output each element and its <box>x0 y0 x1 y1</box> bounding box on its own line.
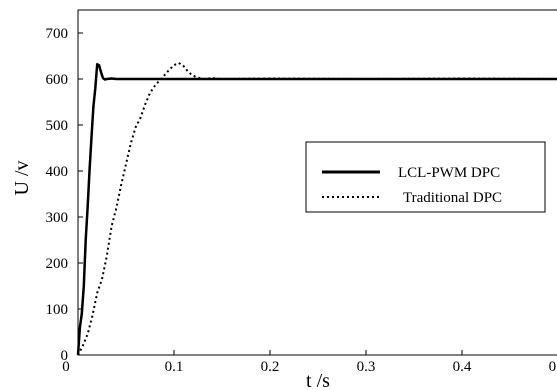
legend-box <box>305 141 546 213</box>
series-line-lcl-pwm-dpc <box>76 63 557 356</box>
x-tick-label: 0.3 <box>357 359 376 375</box>
y-tick-label: 500 <box>46 118 69 134</box>
x-tick-label: 0.5 <box>549 359 557 375</box>
x-tick-label: 0 <box>62 359 70 375</box>
series-line-traditional-dpc <box>77 61 557 356</box>
legend-label-lcl-pwm-dpc: LCL-PWM DPC <box>398 165 500 181</box>
legend: LCL-PWM DPC Traditional DPC <box>305 141 546 213</box>
y-tick-label: 300 <box>46 210 69 226</box>
y-tick-label: 400 <box>46 164 69 180</box>
y-tick-label: 700 <box>46 26 69 42</box>
plot-frame <box>77 9 557 356</box>
legend-label-traditional-dpc: Traditional DPC <box>403 190 502 206</box>
x-tick-label: 0.1 <box>165 359 184 375</box>
y-axis-title: U /v <box>11 161 33 196</box>
x-axis-title: t /s <box>306 370 330 390</box>
y-tick-label: 600 <box>46 72 69 88</box>
axis-ticks <box>77 32 463 356</box>
y-tick-label: 100 <box>46 302 69 318</box>
x-tick-label: 0.2 <box>261 359 280 375</box>
series-layer <box>76 61 557 356</box>
y-tick-label: 200 <box>46 256 69 272</box>
x-tick-label: 0.4 <box>453 359 472 375</box>
axis-tick-labels: 0 100 200 300 400 500 600 700 0 0.1 0.2 0.3 0.4 0.5 <box>46 26 557 375</box>
y-tick-label: 0 <box>61 348 69 364</box>
